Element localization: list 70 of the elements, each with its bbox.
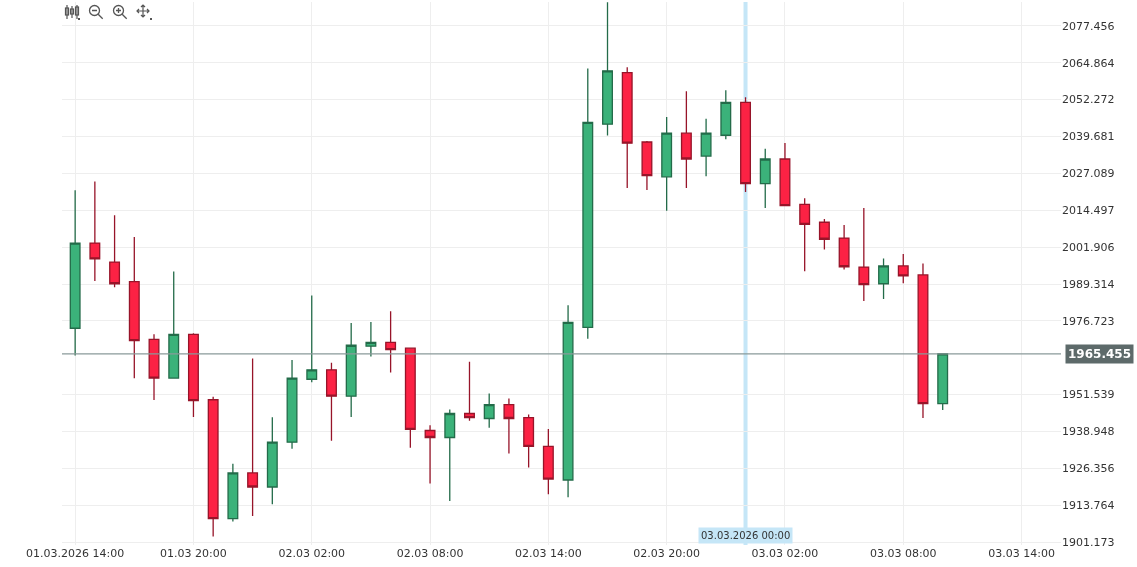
y-tick-label: 1951.539 (1062, 388, 1115, 402)
candlestick (464, 361, 475, 422)
y-tick-label: 2001.906 (1062, 240, 1115, 254)
candlestick (207, 396, 219, 538)
candlestick (345, 322, 357, 418)
candlestick (700, 118, 712, 177)
x-tick-label: 03.03 14:00 (988, 547, 1055, 560)
x-tick-label: 03.03 02:00 (751, 547, 819, 560)
y-tick-label: 2027.089 (1062, 167, 1115, 181)
y-tick-label: 2039.681 (1062, 130, 1115, 144)
candlestick (148, 333, 160, 401)
candlestick (680, 90, 692, 189)
candlestick (838, 224, 850, 271)
candlestick (483, 392, 495, 429)
candlestick (187, 332, 199, 418)
candlestick (266, 416, 278, 505)
candlestick (227, 463, 239, 523)
candlestick (128, 236, 140, 379)
x-tick-label: 02.03 20:00 (633, 547, 701, 560)
x-tick-label: 02.03 14:00 (515, 547, 582, 560)
candlestick (562, 304, 574, 498)
candlestick (917, 262, 929, 419)
candlestick (286, 359, 298, 450)
candlestick (661, 116, 673, 212)
candlestick (247, 357, 259, 517)
candlestick (720, 89, 732, 141)
candlestick (799, 197, 811, 272)
x-tick-label: 01.03 20:00 (160, 547, 227, 560)
ref-line-label: 1965.455 (1068, 347, 1132, 361)
candlestick (69, 189, 81, 357)
y-tick-label: 1901.173 (1062, 536, 1115, 549)
candlestick (759, 148, 771, 209)
candlestick (779, 142, 791, 207)
candlestick (424, 424, 436, 485)
candlestick (385, 310, 397, 374)
y-tick-label: 2064.864 (1062, 56, 1115, 70)
candlestick (404, 346, 416, 449)
x-tick-label: 01.03.2026 14:00 (26, 547, 125, 560)
candlestick (325, 362, 337, 442)
candlestick (365, 321, 377, 358)
ref-line-label: 03.03.2026 00:00 (701, 530, 791, 541)
y-tick-label: 1913.764 (1062, 499, 1115, 513)
candlestick (602, 2, 613, 137)
candlestick (937, 353, 949, 411)
y-tick-label: 2077.456 (1062, 19, 1115, 33)
candlestick (641, 140, 653, 191)
y-tick-label: 1976.723 (1062, 314, 1115, 328)
candlestick (858, 207, 870, 302)
candlestick (306, 294, 318, 383)
y-tick-label: 1938.948 (1062, 425, 1115, 439)
y-tick-label: 1989.314 (1062, 277, 1115, 291)
candlestick (818, 218, 830, 251)
candlestick (621, 66, 633, 189)
x-tick-label: 02.03 02:00 (278, 547, 346, 560)
candlestick (503, 397, 515, 455)
candlestick (89, 180, 101, 282)
y-tick-label: 1926.356 (1062, 462, 1115, 476)
candlestick (444, 408, 456, 502)
candlestick (897, 253, 909, 284)
candlestick (542, 428, 554, 495)
y-tick-label: 2014.497 (1062, 204, 1115, 218)
candlestick (168, 270, 180, 379)
candlestick (740, 96, 752, 193)
candlestick (109, 214, 121, 288)
candlestick (582, 67, 594, 340)
candlestick (878, 257, 890, 300)
x-tick-label: 03.03 08:00 (869, 547, 937, 560)
x-tick-label: 02.03 08:00 (396, 547, 464, 560)
y-tick-label: 2052.272 (1062, 93, 1115, 107)
candlestick (523, 413, 535, 469)
